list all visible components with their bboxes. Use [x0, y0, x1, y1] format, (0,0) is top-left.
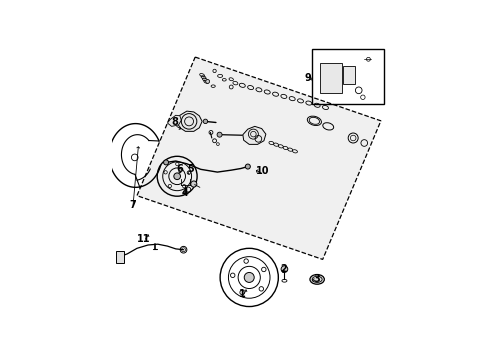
- Circle shape: [244, 273, 254, 283]
- Polygon shape: [167, 115, 181, 126]
- Text: 1: 1: [239, 289, 245, 299]
- Circle shape: [281, 266, 287, 273]
- Ellipse shape: [309, 275, 324, 284]
- Circle shape: [205, 80, 209, 84]
- Text: 3: 3: [313, 274, 320, 284]
- Circle shape: [163, 160, 168, 165]
- FancyBboxPatch shape: [320, 63, 341, 93]
- FancyBboxPatch shape: [115, 251, 123, 263]
- Text: 11: 11: [137, 234, 150, 244]
- Text: 2: 2: [280, 264, 286, 274]
- Polygon shape: [243, 126, 265, 144]
- Text: 4: 4: [182, 188, 188, 198]
- Text: 6: 6: [176, 164, 183, 174]
- Text: 10: 10: [256, 166, 269, 176]
- FancyBboxPatch shape: [342, 66, 355, 84]
- Bar: [311, 49, 383, 104]
- Polygon shape: [137, 57, 380, 260]
- Polygon shape: [177, 111, 202, 131]
- Text: 7: 7: [129, 201, 136, 210]
- Circle shape: [245, 164, 250, 169]
- Circle shape: [173, 173, 180, 180]
- Text: 9: 9: [304, 73, 310, 83]
- Circle shape: [190, 181, 197, 187]
- Text: 8: 8: [171, 117, 178, 127]
- Text: 5: 5: [187, 164, 194, 174]
- Circle shape: [217, 132, 222, 137]
- Circle shape: [203, 119, 207, 123]
